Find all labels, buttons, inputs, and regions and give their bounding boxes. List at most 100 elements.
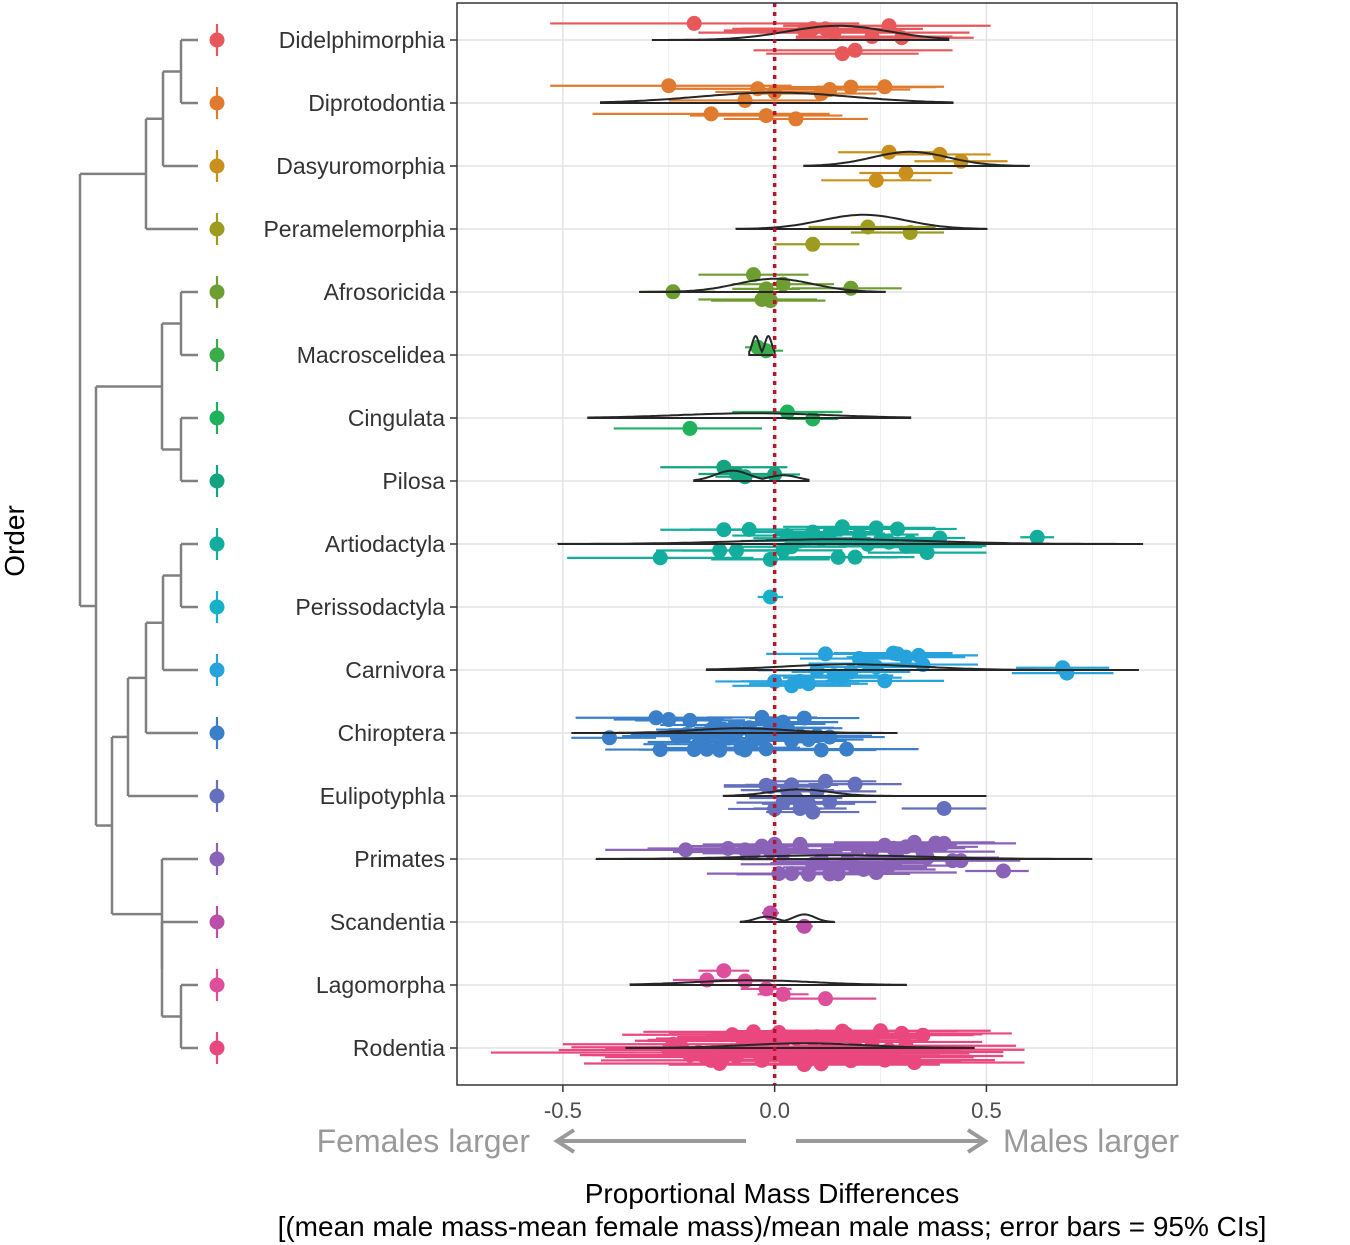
data-point <box>830 549 846 565</box>
data-point <box>601 730 617 746</box>
order-label-artiodactyla: Artiodactyla <box>325 531 445 557</box>
data-point <box>995 863 1011 879</box>
data-point <box>885 645 901 661</box>
data-point <box>682 420 698 436</box>
order-label-dasyuromorphia: Dasyuromorphia <box>276 153 445 179</box>
data-point <box>737 92 753 108</box>
series-afrosoricida <box>639 267 902 309</box>
legend-key-primates <box>209 851 225 867</box>
data-point <box>860 219 876 235</box>
data-point <box>898 1038 914 1054</box>
order-label-primates: Primates <box>354 846 445 872</box>
legend-key-artiodactyla <box>209 536 225 552</box>
density-curve <box>735 213 988 230</box>
data-point <box>817 991 833 1007</box>
data-point <box>864 842 880 858</box>
data-point <box>775 986 791 1002</box>
data-point <box>661 712 677 728</box>
data-point <box>801 796 817 812</box>
x-axis-note: [(mean male mass-mean female mass)/mean … <box>278 1211 1267 1242</box>
data-point <box>805 21 821 37</box>
order-label-peramelemorphia: Peramelemorphia <box>263 216 445 242</box>
x-tick-label: 0.5 <box>971 1098 1002 1123</box>
density-curve <box>600 91 954 104</box>
data-point <box>868 172 884 188</box>
data-point <box>894 1025 910 1041</box>
legend-key-rodentia <box>209 1040 225 1056</box>
x-axis-title: Proportional Mass Differences <box>585 1178 960 1209</box>
data-point <box>796 710 812 726</box>
series-dasyuromorphia <box>803 144 1031 188</box>
order-label-macroscelidea: Macroscelidea <box>297 342 445 368</box>
x-axis: -0.5 0.0 0.5 <box>544 1085 1002 1123</box>
series-peramelemorphia <box>735 213 988 252</box>
density-curve <box>587 412 912 419</box>
data-point <box>813 742 829 758</box>
legend-key-perissodactyla <box>209 599 225 615</box>
order-label-diprotodontia: Diprotodontia <box>308 90 445 116</box>
series-artiodactyla <box>557 519 1144 567</box>
data-point <box>915 844 931 860</box>
data-point <box>703 106 719 122</box>
males-larger-arrow-head <box>966 1128 989 1154</box>
data-point <box>889 521 905 537</box>
data-point <box>915 1027 931 1043</box>
data-point <box>843 79 859 95</box>
data-point <box>762 779 778 795</box>
order-label-perissodactyla: Perissodactyla <box>295 594 445 620</box>
data-point <box>699 972 715 988</box>
density-curve <box>739 913 836 923</box>
data-point <box>767 801 783 817</box>
data-point <box>1029 529 1045 545</box>
order-label-cingulata: Cingulata <box>348 405 445 431</box>
data-point <box>690 736 706 752</box>
density-curve <box>625 1042 975 1049</box>
series-carnivora <box>705 645 1139 694</box>
data-point <box>792 673 808 689</box>
density-curve <box>722 788 987 797</box>
legend-key-peramelemorphia <box>209 221 225 237</box>
legend-key-pilosa <box>209 473 225 489</box>
density-curve <box>557 538 1144 545</box>
density-curve <box>595 854 1093 860</box>
data-point <box>911 647 927 663</box>
density-curve <box>639 277 886 293</box>
x-tick-label: -0.5 <box>544 1098 582 1123</box>
data-point <box>775 542 791 558</box>
order-label-chiroptera: Chiroptera <box>338 720 446 746</box>
data-point <box>885 840 901 856</box>
series-macroscelidea <box>745 335 784 359</box>
data-point <box>817 773 833 789</box>
order-label-didelphimorphia: Didelphimorphia <box>279 27 445 53</box>
legend-key-chiroptera <box>209 725 225 741</box>
order-label-pilosa: Pilosa <box>382 468 445 494</box>
data-point <box>881 144 897 160</box>
series-cingulata <box>587 404 912 436</box>
data-point <box>779 720 795 736</box>
series-chiroptera <box>571 709 919 758</box>
density-curve <box>803 150 1031 167</box>
data-point <box>686 15 702 31</box>
data-point <box>822 794 838 810</box>
series-didelphimorphia <box>550 15 991 62</box>
data-point <box>648 710 664 726</box>
data-point <box>801 732 817 748</box>
legend-key-cingulata <box>209 410 225 426</box>
data-point <box>771 1025 787 1041</box>
data-point <box>745 267 761 283</box>
data-point <box>936 835 952 851</box>
legend-key-macroscelidea <box>209 347 225 363</box>
females-larger-label: Females larger <box>317 1123 531 1159</box>
data-point <box>902 534 918 550</box>
legend-key-scandentia <box>209 914 225 930</box>
legend-key-diprotodontia <box>209 95 225 111</box>
y-axis-title: Order <box>0 505 30 577</box>
plot-panel <box>456 2 1178 1086</box>
data-point <box>805 236 821 252</box>
x-tick-label: 0.0 <box>759 1098 790 1123</box>
legend-key-carnivora <box>209 662 225 678</box>
data-point <box>868 520 884 536</box>
legend-key-afrosoricida <box>209 284 225 300</box>
data-point <box>826 668 842 684</box>
